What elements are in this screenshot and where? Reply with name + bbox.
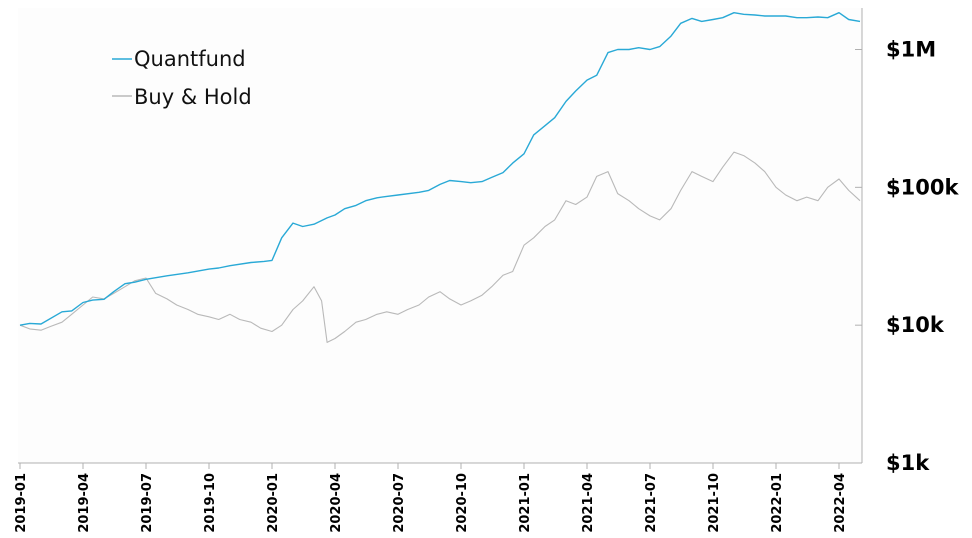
series-line-quantfund: [19, 11, 861, 326]
x-tick-label: 2021-04: [581, 473, 596, 533]
x-tick-label: 2022-04: [833, 473, 848, 533]
legend-label-quantfund: Quantfund: [134, 47, 246, 71]
x-tick-label: 2021-10: [707, 473, 722, 533]
x-tick-label: 2020-10: [455, 473, 470, 533]
x-axis-ticks: 2019-01 2019-04 2019-07 2019-10 2020-01 2020-…: [14, 463, 848, 533]
y-axis-ticks: $1k $10k $100k $1M: [855, 37, 959, 475]
x-tick-label: 2021-07: [644, 473, 659, 533]
x-tick-label: 2022-01: [770, 473, 785, 533]
x-tick-label: 2019-04: [77, 473, 92, 533]
x-tick-label: 2019-07: [140, 473, 155, 533]
x-tick-label: 2020-04: [329, 473, 344, 533]
legend: Quantfund Buy & Hold: [112, 47, 252, 109]
x-tick-label: 2020-07: [392, 473, 407, 533]
y-tick-label: $1M: [886, 37, 936, 61]
series-layer: [19, 11, 861, 343]
y-tick-label: $10k: [886, 313, 945, 337]
y-tick-label: $100k: [886, 175, 959, 199]
series-line-buy-hold: [19, 151, 861, 343]
x-tick-label: 2019-01: [14, 473, 29, 533]
x-tick-label: 2020-01: [266, 473, 281, 533]
legend-label-buy-hold: Buy & Hold: [134, 85, 252, 109]
x-tick-label: 2019-10: [203, 473, 218, 533]
plot-area: [18, 8, 862, 463]
y-tick-label: $1k: [886, 451, 930, 475]
x-tick-label: 2021-01: [518, 473, 533, 533]
